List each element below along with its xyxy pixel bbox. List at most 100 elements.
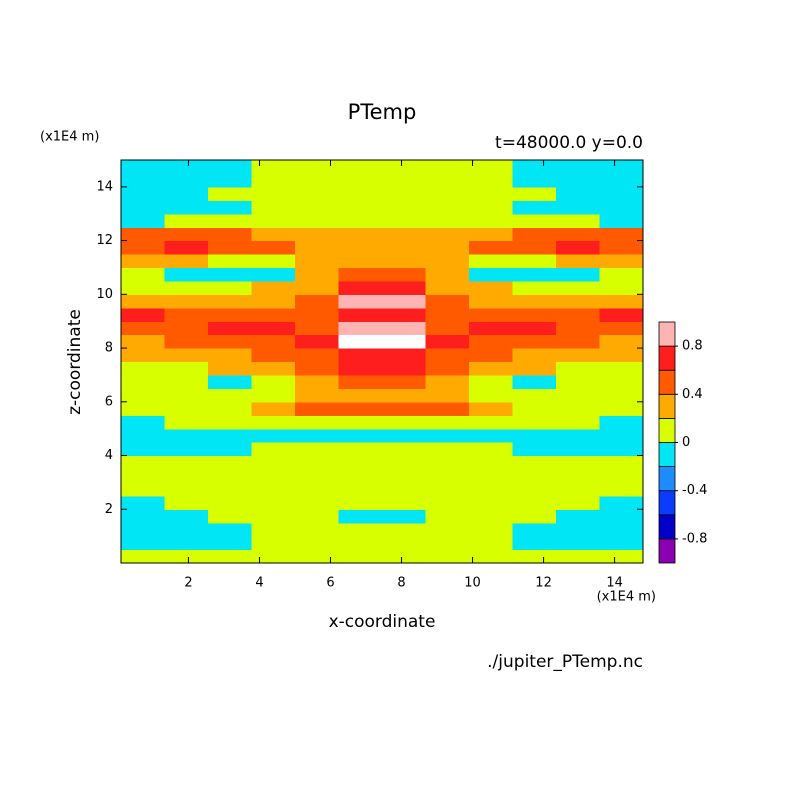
contour-cell <box>121 374 166 389</box>
y-unit: (x1E4 m) <box>40 130 99 145</box>
contour-cell <box>382 495 427 510</box>
contour-cell <box>556 361 601 376</box>
contour-cell <box>338 267 383 282</box>
contour-cell <box>599 401 644 416</box>
contour-cell <box>512 536 557 551</box>
contour-cell <box>121 280 166 295</box>
contour-cell <box>295 294 340 309</box>
contour-cell <box>469 509 514 524</box>
contour-cell <box>251 267 296 282</box>
y-tick-label: 8 <box>105 341 113 356</box>
contour-cell <box>251 495 296 510</box>
contour-cell <box>425 374 470 389</box>
contour-cell <box>556 522 601 537</box>
contour-cell <box>469 307 514 322</box>
contour-cell <box>338 442 383 457</box>
contour-cell <box>338 522 383 537</box>
contour-cell <box>382 240 427 255</box>
contour-cell <box>208 213 253 228</box>
contour-cell <box>164 173 209 188</box>
contour-cell <box>469 482 514 497</box>
contour-cell <box>164 334 209 349</box>
contour-cell <box>382 280 427 295</box>
colorbar-segment <box>658 393 676 419</box>
contour-cell <box>469 348 514 363</box>
contour-cell <box>251 388 296 403</box>
contour-cell <box>425 468 470 483</box>
contour-cell <box>599 213 644 228</box>
contour-cell <box>512 415 557 430</box>
contour-cell <box>208 549 253 564</box>
contour-cell <box>469 388 514 403</box>
contour-cell <box>469 160 514 175</box>
contour-cell <box>295 267 340 282</box>
contour-cell <box>425 200 470 215</box>
contour-cell <box>338 334 383 349</box>
contour-cell <box>556 415 601 430</box>
contour-cell <box>338 280 383 295</box>
contour-cell <box>512 307 557 322</box>
contour-cell <box>251 522 296 537</box>
contour-cell <box>382 455 427 470</box>
contour-cell <box>556 186 601 201</box>
contour-cell <box>469 549 514 564</box>
contour-cell <box>251 186 296 201</box>
contour-cell <box>338 348 383 363</box>
contour-cell <box>425 280 470 295</box>
contour-cell <box>425 321 470 336</box>
contour-cell <box>599 173 644 188</box>
contour-cell <box>556 294 601 309</box>
contour-cell <box>382 160 427 175</box>
contour-cell <box>556 240 601 255</box>
contour-cell <box>251 334 296 349</box>
contour-cell <box>208 307 253 322</box>
contour-cell <box>556 227 601 242</box>
contour-cell <box>251 361 296 376</box>
contour-cell <box>512 468 557 483</box>
contour-cell <box>208 186 253 201</box>
contour-cell <box>338 455 383 470</box>
source-label: ./jupiter_PTemp.nc <box>487 652 643 672</box>
contour-cell <box>164 455 209 470</box>
contour-cell <box>295 374 340 389</box>
contour-cell <box>469 415 514 430</box>
contour-cell <box>338 321 383 336</box>
contour-cell <box>599 227 644 242</box>
contour-cell <box>251 428 296 443</box>
contour-cell <box>469 442 514 457</box>
x-unit: (x1E4 m) <box>597 590 656 605</box>
contour-cell <box>599 280 644 295</box>
contour-cell <box>164 294 209 309</box>
contour-cell <box>208 173 253 188</box>
contour-cell <box>469 361 514 376</box>
contour-cell <box>121 213 166 228</box>
contour-cell <box>556 280 601 295</box>
y-tick-label: 4 <box>105 448 113 463</box>
contour-cell <box>599 348 644 363</box>
contour-cell <box>469 267 514 282</box>
contour-cell <box>338 482 383 497</box>
contour-cell <box>121 442 166 457</box>
contour-cell <box>556 160 601 175</box>
contour-cell <box>164 536 209 551</box>
contour-cell <box>469 401 514 416</box>
contour-cell <box>164 388 209 403</box>
contour-cell <box>556 536 601 551</box>
contour-cell <box>208 334 253 349</box>
contour-cell <box>208 200 253 215</box>
contour-cell <box>208 388 253 403</box>
contour-cell <box>295 442 340 457</box>
contour-cell <box>425 227 470 242</box>
contour-cell <box>164 549 209 564</box>
contour-cell <box>469 468 514 483</box>
contour-cell <box>164 213 209 228</box>
contour-cell <box>295 495 340 510</box>
contour-cell <box>556 428 601 443</box>
contour-cell <box>512 294 557 309</box>
contour-cell <box>556 267 601 282</box>
contour-cell <box>208 280 253 295</box>
contour-cell <box>382 321 427 336</box>
contour-cell <box>338 227 383 242</box>
contour-cell <box>512 227 557 242</box>
contour-cell <box>469 455 514 470</box>
